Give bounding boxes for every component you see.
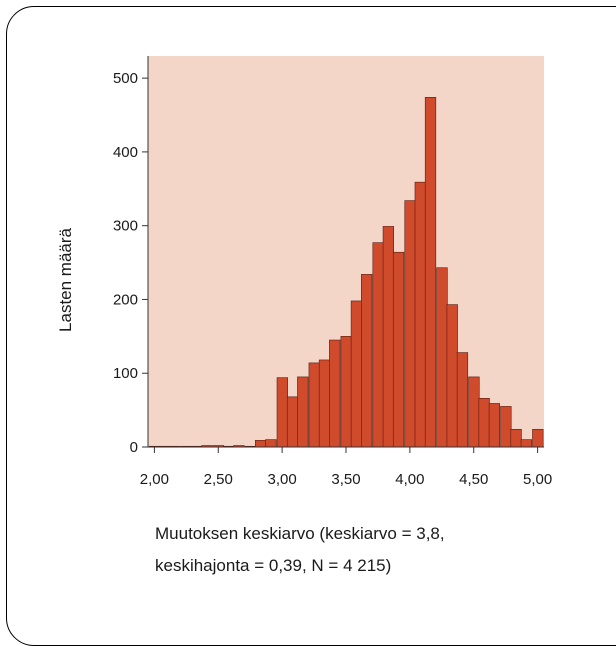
histogram-bar (265, 439, 277, 448)
histogram-chart: 0 100 200 300 400 500 2,00 2,50 3,00 3,50 4,00 4,5… (56, 56, 552, 488)
histogram-bar (414, 181, 426, 448)
histogram-bar (446, 304, 458, 448)
histogram-bar (372, 242, 384, 448)
x-axis-label-line-2: keskihajonta = 0,39, N = 4 215) (155, 556, 392, 575)
histogram-bar (340, 336, 352, 448)
y-tick-label: 300 (113, 218, 138, 235)
histogram-bar (318, 359, 331, 448)
y-tick-label: 400 (113, 144, 138, 161)
histogram-bar (510, 428, 522, 448)
histogram-bar (404, 200, 416, 448)
y-tick-label: 100 (113, 365, 138, 382)
y-tick-label: 500 (113, 70, 138, 87)
x-tick-label: 2,00 (140, 471, 169, 488)
x-tick-label: 3,50 (331, 471, 360, 488)
histogram-bar (478, 398, 490, 448)
histogram-bar (308, 362, 320, 448)
x-axis-label: Muutoksen keskiarvo (keskiarvo = 3,8, ke… (155, 518, 595, 582)
x-tick-label: 2,50 (204, 471, 233, 488)
y-tick-label: 0 (130, 439, 138, 456)
histogram-bar (520, 439, 532, 448)
histogram-bar (329, 339, 341, 448)
histogram-bar (255, 440, 267, 448)
x-tick-label: 4,00 (395, 471, 424, 488)
x-tick-label: 3,00 (268, 471, 297, 488)
histogram-bar (532, 428, 544, 448)
histogram-bar (297, 376, 309, 448)
histogram-bar (286, 396, 299, 448)
x-ticks-group: 2,00 2,50 3,00 3,50 4,00 4,50 5,00 (140, 447, 552, 488)
x-tick-label: 4,50 (459, 471, 488, 488)
histogram-bar (382, 226, 394, 448)
x-tick-label: 5,00 (523, 471, 552, 488)
histogram-bar (361, 274, 373, 448)
histogram-bar (488, 403, 501, 448)
histogram-bar (436, 267, 448, 448)
y-axis-label: Lasten määrä (56, 227, 75, 331)
x-axis-label-line-1: Muutoksen keskiarvo (keskiarvo = 3,8, (155, 524, 445, 543)
y-tick-label: 200 (113, 291, 138, 308)
histogram-bar (424, 97, 437, 448)
histogram-bar (500, 406, 512, 448)
histogram-bar (392, 251, 405, 448)
histogram-bar (468, 376, 480, 448)
histogram-bar (276, 377, 288, 448)
histogram-bar (456, 352, 469, 448)
histogram-bar (350, 300, 363, 448)
y-ticks-group: 0 100 200 300 400 500 (113, 70, 148, 456)
